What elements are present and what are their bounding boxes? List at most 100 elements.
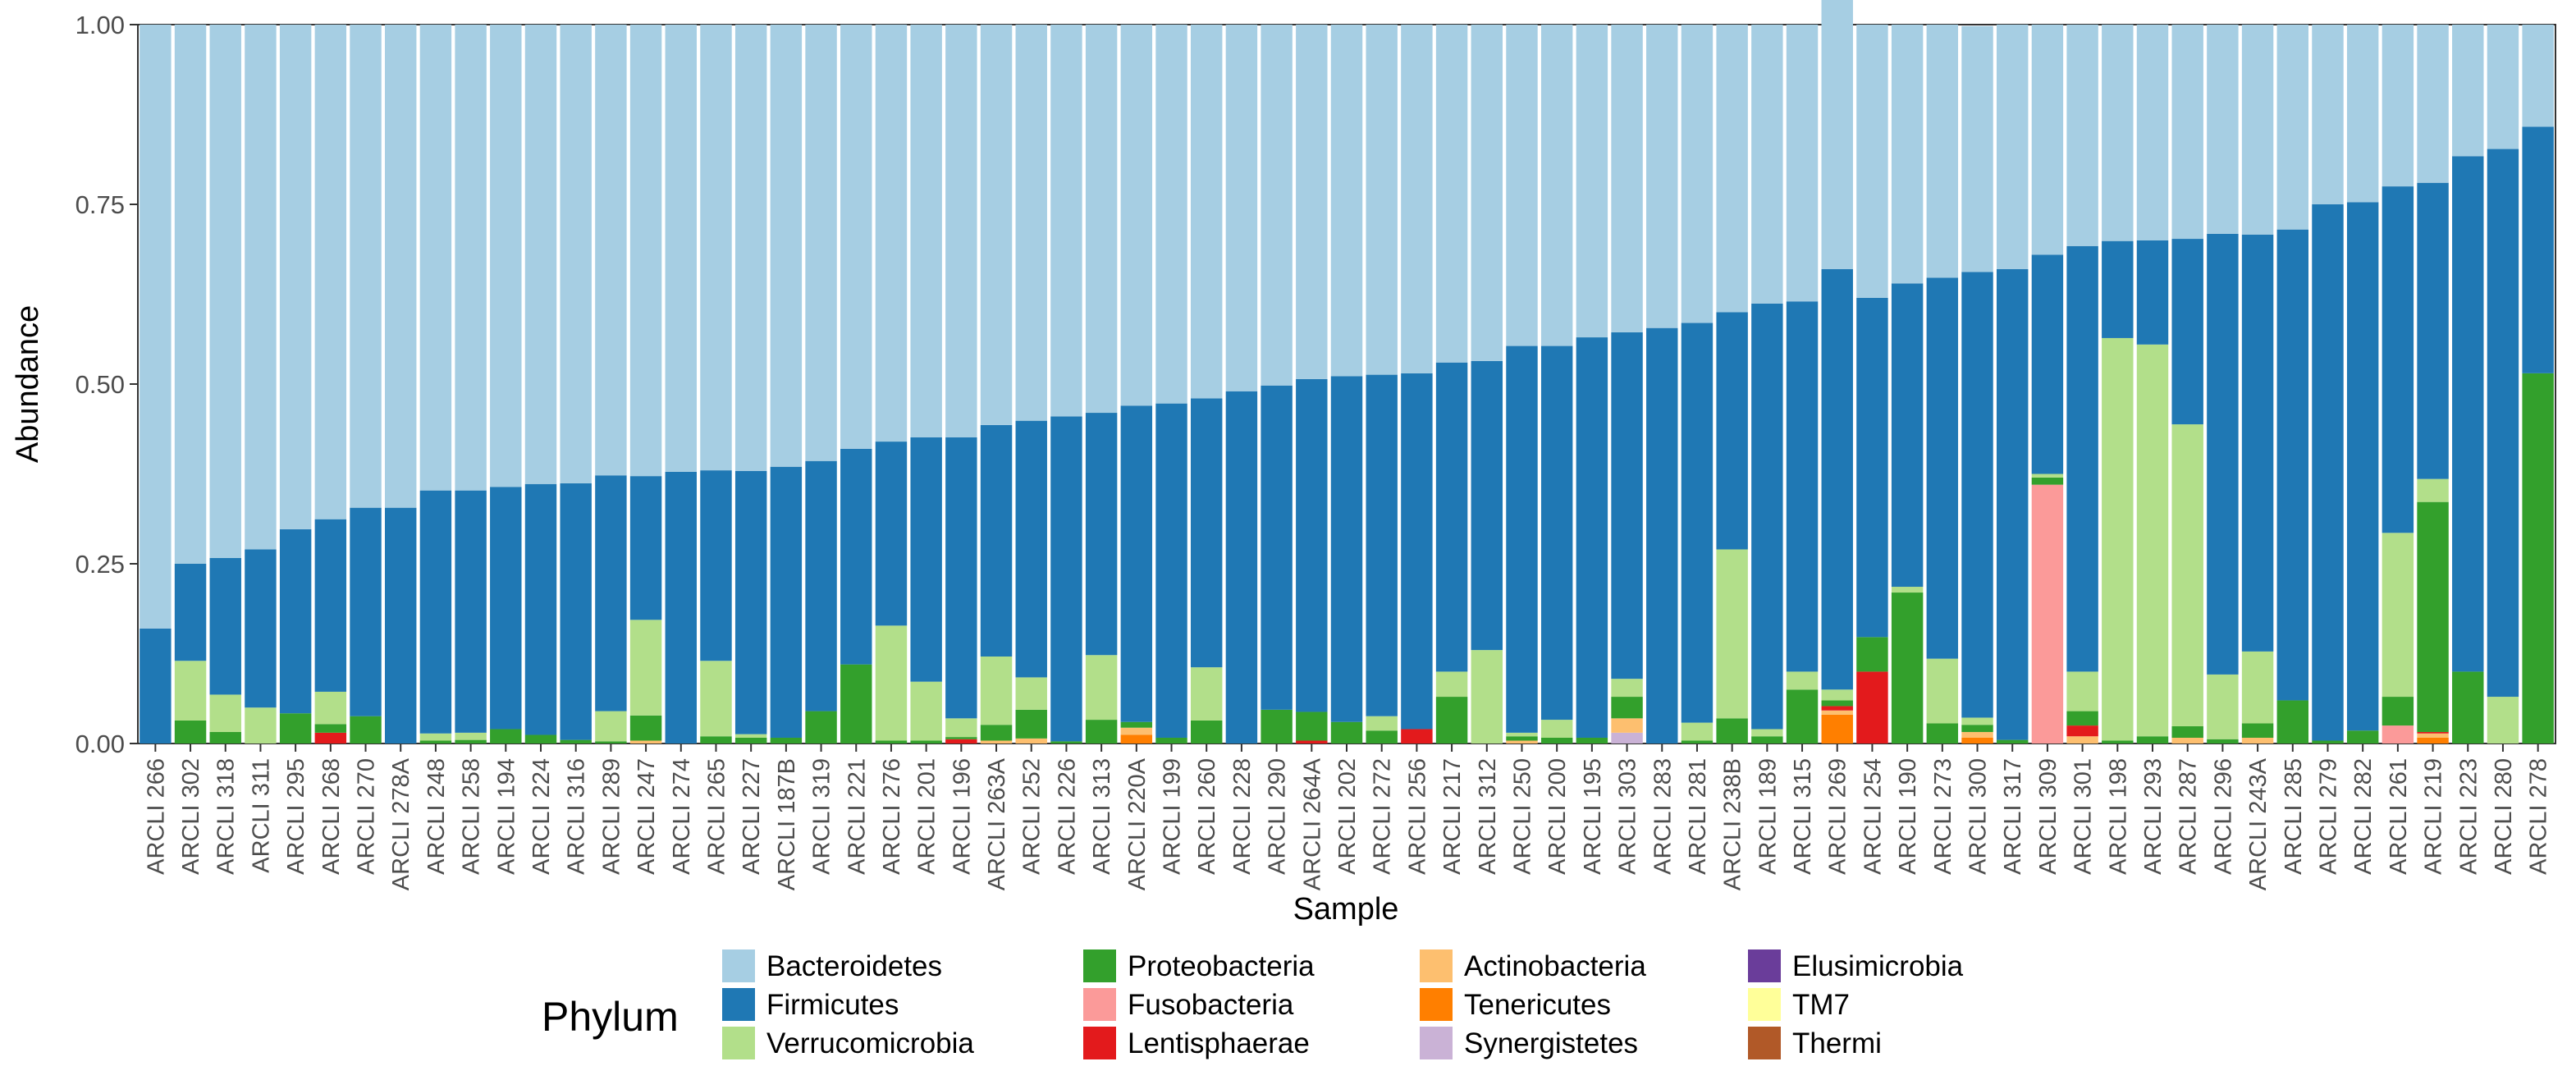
bar-segment-bacteroidetes [1296, 25, 1328, 379]
x-tick-label: ARCLI 221 [844, 758, 870, 875]
x-tick-label: ARCLI 243A [2245, 757, 2272, 890]
x-tick-label: ARCLI 317 [2000, 758, 2026, 875]
bar-segment-actinobacteria [2066, 736, 2098, 744]
x-tick-label: ARCLI 238B [1720, 758, 1746, 890]
bar-segment-proteobacteria [1611, 697, 1643, 719]
bar-segment-proteobacteria [1926, 723, 1959, 744]
bar-segment-verrucomicrobia [2241, 651, 2274, 724]
bar-segment-firmicutes [2382, 186, 2414, 533]
bar-segment-firmicutes [1471, 360, 1503, 651]
bar-segment-tenericutes [1821, 714, 1853, 744]
bar-segment-firmicutes [1751, 303, 1783, 730]
bar-segment-firmicutes [524, 483, 557, 735]
legend-swatch-lentisphaerae [1083, 1027, 1116, 1059]
bar-segment-bacteroidetes [2241, 25, 2274, 235]
legend-label-thermi: Thermi [1792, 1027, 1882, 1059]
bar-segment-proteobacteria [734, 737, 767, 744]
bar-segment-bacteroidetes [1261, 25, 1293, 386]
bar-segment-bacteroidetes [2136, 25, 2169, 240]
bar-segment-lentisphaerae [1856, 671, 1888, 744]
legend-swatch-elusimicrobia [1748, 949, 1781, 982]
bar-segment-bacteroidetes [1786, 25, 1819, 302]
bar-segment-firmicutes [1540, 345, 1573, 721]
x-tick-label: ARCLI 313 [1089, 758, 1115, 875]
bar-segment-bacteroidetes [1891, 25, 1924, 284]
bar-segment-proteobacteria [455, 739, 487, 744]
x-tick-label: ARCLI 220A [1124, 757, 1151, 890]
legend-title: Phylum [542, 994, 679, 1040]
bar-segment-firmicutes [174, 564, 207, 661]
bar-segment-verrucomicrobia [209, 694, 241, 732]
bar-segment-verrucomicrobia [1611, 679, 1643, 698]
x-tick-label: ARCLI 198 [2105, 758, 2131, 875]
bar-segment-bacteroidetes [665, 25, 697, 472]
bar-segment-firmicutes [1085, 413, 1118, 656]
x-axis: ARCLI 266 ARCLI 302 ARCLI 318 ARCLI 311 ARCL… [143, 744, 2552, 890]
x-tick-label: ARCLI 227 [739, 758, 765, 875]
bar-segment-firmicutes [2312, 204, 2344, 741]
x-tick-label: ARCLI 201 [914, 758, 940, 875]
bar-segment-bacteroidetes [1926, 25, 1959, 278]
bar-segment-verrucomicrobia [1821, 689, 1853, 701]
bar-segment-firmicutes [2031, 254, 2064, 474]
legend-label-actinobacteria: Actinobacteria [1464, 950, 1646, 982]
bar-segment-verrucomicrobia [314, 691, 347, 725]
x-tick-label: ARCLI 301 [2070, 758, 2097, 875]
bar-segment-bacteroidetes [1471, 25, 1503, 361]
x-tick-label: ARCLI 312 [1475, 758, 1501, 875]
bar-segment-firmicutes [1611, 332, 1643, 679]
bar-segment-firmicutes [1786, 301, 1819, 672]
bar-segment-bacteroidetes [2031, 25, 2064, 255]
bar-segment-verrucomicrobia [455, 732, 487, 740]
x-tick-label: ARCLI 228 [1229, 758, 1256, 875]
bar-segment-proteobacteria [1330, 721, 1363, 744]
bar-segment-bacteroidetes [2312, 25, 2344, 204]
bar-segment-verrucomicrobia [1751, 729, 1783, 737]
bar-segment-firmicutes [490, 487, 522, 730]
bar-segment-firmicutes [560, 483, 592, 740]
bar-segment-verrucomicrobia [1681, 722, 1714, 741]
bar-segment-bacteroidetes [1015, 25, 1047, 421]
bar-segment-firmicutes [2417, 182, 2449, 479]
bar-segment-verrucomicrobia [2207, 674, 2239, 739]
bar-segment-bacteroidetes [385, 25, 417, 508]
bar-segment-proteobacteria [945, 737, 977, 739]
x-tick-label: ARCLI 279 [2316, 758, 2342, 875]
x-tick-label: ARCLI 318 [213, 758, 240, 875]
x-tick-label: ARCLI 268 [318, 758, 345, 875]
x-tick-label: ARCLI 296 [2210, 758, 2236, 875]
x-tick-label: ARCLI 289 [598, 758, 625, 875]
bar-segment-proteobacteria [2207, 739, 2239, 744]
x-tick-label: ARCLI 272 [1370, 758, 1396, 875]
x-tick-label: ARCLI 270 [354, 758, 380, 875]
bar-segment-bacteroidetes [1191, 25, 1223, 399]
bar-segment-firmicutes [2522, 126, 2554, 373]
bar-segment-firmicutes [980, 424, 1013, 657]
bar-segment-bacteroidetes [910, 25, 942, 437]
legend-label-verrucomicrobia: Verrucomicrobia [766, 1027, 974, 1059]
bar-segment-actinobacteria [629, 740, 662, 744]
bar-segment-firmicutes [945, 437, 977, 719]
y-tick-label: 0.25 [75, 550, 125, 579]
bar-segment-firmicutes [2207, 233, 2239, 675]
bar-segment-proteobacteria [2171, 725, 2203, 738]
x-tick-label: ARCLI 265 [704, 758, 730, 875]
bar-segment-bacteroidetes [245, 25, 277, 550]
bar-segment-bacteroidetes [1085, 25, 1118, 414]
bar-segment-lentisphaerae [1401, 729, 1433, 744]
bar-segment-proteobacteria [2241, 723, 2274, 738]
bar-segment-actinobacteria [980, 740, 1013, 744]
x-axis-title: Sample [1293, 892, 1399, 927]
bar-segment-verrucomicrobia [1085, 655, 1118, 721]
bar-segment-actinobacteria [1611, 718, 1643, 733]
bar-segment-proteobacteria [1751, 736, 1783, 744]
bar-segment-firmicutes [910, 437, 942, 682]
bar-segment-firmicutes [2241, 234, 2274, 652]
legend-swatch-actinobacteria [1420, 949, 1453, 982]
bar-segment-proteobacteria [1716, 718, 1748, 744]
bar-segment-firmicutes [245, 549, 277, 708]
bar-segment-firmicutes [1050, 416, 1082, 742]
legend-label-proteobacteria: Proteobacteria [1128, 950, 1315, 982]
bar-segment-firmicutes [1961, 272, 1993, 718]
y-tick-label: 0.75 [75, 190, 125, 219]
